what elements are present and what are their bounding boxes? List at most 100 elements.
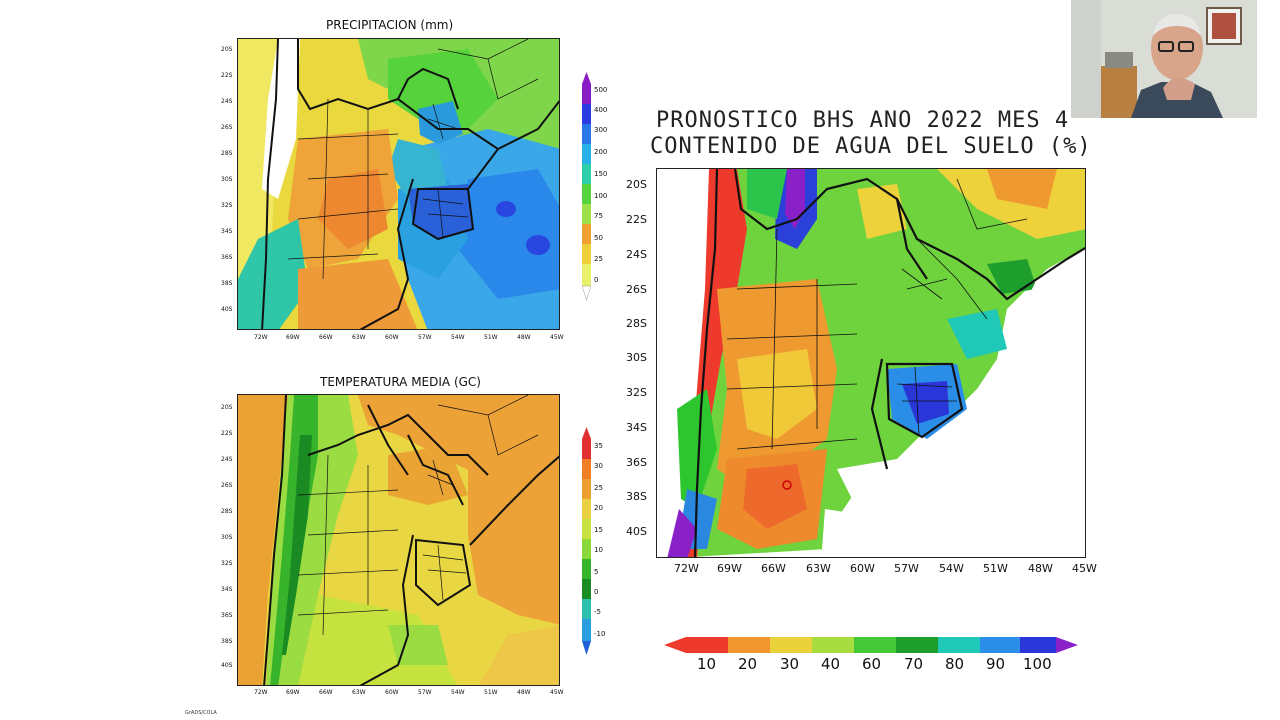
soil-colorbar-label: 20	[738, 655, 758, 673]
soil-lat-tick: 30S	[626, 351, 647, 364]
soil-colorbar-label: 100	[1023, 655, 1052, 673]
temp-lon-tick: 54W	[451, 689, 465, 696]
precip-colorbar	[581, 72, 592, 304]
temp-colorbar-label: -5	[594, 608, 601, 616]
soil-lon-tick: 57W	[894, 562, 919, 575]
temp-colorbar	[582, 427, 591, 659]
soil-lat-tick: 38S	[626, 490, 647, 503]
precip-colorbar-label: 500	[594, 86, 608, 94]
soil-colorbar-label: 80	[945, 655, 965, 673]
precip-lat-tick: 32S	[221, 202, 233, 209]
soil-lon-tick: 54W	[939, 562, 964, 575]
precip-lat-tick: 24S	[221, 98, 233, 105]
temp-colorbar-label: 20	[594, 504, 603, 512]
precip-colorbar-label: 200	[594, 148, 608, 156]
location-marker-icon	[782, 480, 792, 490]
precip-lon-tick: 48W	[517, 334, 531, 341]
precip-colorbar-label: 50	[594, 234, 603, 242]
temp-lat-tick: 32S	[221, 560, 233, 567]
temp-lat-tick: 40S	[221, 662, 233, 669]
temp-lat-tick: 22S	[221, 430, 233, 437]
temp-colorbar-label: 10	[594, 546, 603, 554]
precip-colorbar-graphic	[581, 72, 592, 301]
soil-lat-tick: 32S	[626, 386, 647, 399]
precip-lon-tick: 57W	[418, 334, 432, 341]
precip-lon-tick: 54W	[451, 334, 465, 341]
soil-lon-tick: 69W	[717, 562, 742, 575]
temp-lon-tick: 72W	[254, 689, 268, 696]
soil-lon-tick: 63W	[806, 562, 831, 575]
temp-lon-tick: 57W	[418, 689, 432, 696]
temp-map-fill	[238, 395, 559, 685]
soil-lat-tick: 26S	[626, 283, 647, 296]
temp-lon-tick: 45W	[550, 689, 564, 696]
precip-lat-tick: 22S	[221, 72, 233, 79]
precip-colorbar-label: 100	[594, 192, 608, 200]
temp-lon-tick: 66W	[319, 689, 333, 696]
soil-colorbar-label: 10	[697, 655, 717, 673]
precip-lat-tick: 30S	[221, 176, 233, 183]
temp-colorbar-graphic	[582, 427, 591, 655]
soil-lat-tick: 40S	[626, 525, 647, 538]
precip-title: PRECIPITACION (mm)	[326, 18, 454, 32]
soil-title-line1: PRONOSTICO BHS ANO 2022 MES 4	[656, 108, 1070, 133]
soil-map	[656, 168, 1086, 558]
soil-lat-tick: 28S	[626, 317, 647, 330]
soil-lon-tick: 60W	[850, 562, 875, 575]
soil-title-line2: CONTENIDO DE AGUA DEL SUELO (%)	[650, 134, 1092, 159]
temp-lat-tick: 20S	[221, 404, 233, 411]
precip-lon-tick: 63W	[352, 334, 366, 341]
precip-lat-tick: 26S	[221, 124, 233, 131]
temp-lon-tick: 63W	[352, 689, 366, 696]
soil-colorbar-label: 70	[904, 655, 924, 673]
soil-lat-tick: 34S	[626, 421, 647, 434]
temp-lon-tick: 69W	[286, 689, 300, 696]
soil-colorbar	[664, 637, 1078, 657]
temp-colorbar-label: 25	[594, 484, 603, 492]
grads-footer-note: GrADS/COLA	[185, 710, 217, 716]
precip-colorbar-label: 75	[594, 212, 603, 220]
precip-lat-tick: 28S	[221, 150, 233, 157]
precip-map	[237, 38, 560, 330]
precip-colorbar-label: 300	[594, 126, 608, 134]
soil-lon-tick: 72W	[674, 562, 699, 575]
precip-colorbar-label: 400	[594, 106, 608, 114]
precip-lat-tick: 34S	[221, 228, 233, 235]
soil-lon-tick: 51W	[983, 562, 1008, 575]
presenter-webcam[interactable]	[1071, 0, 1257, 118]
precip-lon-tick: 69W	[286, 334, 300, 341]
precip-lat-tick: 38S	[221, 280, 233, 287]
temp-lon-tick: 60W	[385, 689, 399, 696]
precip-lat-tick: 20S	[221, 46, 233, 53]
soil-lat-tick: 20S	[626, 178, 647, 191]
temp-colorbar-label: 0	[594, 588, 599, 596]
temp-lon-tick: 51W	[484, 689, 498, 696]
temp-colorbar-label: 15	[594, 526, 603, 534]
precip-lat-tick: 40S	[221, 306, 233, 313]
temp-lat-tick: 34S	[221, 586, 233, 593]
temp-lat-tick: 24S	[221, 456, 233, 463]
precip-lon-tick: 51W	[484, 334, 498, 341]
temp-lat-tick: 28S	[221, 508, 233, 515]
temp-lat-tick: 36S	[221, 612, 233, 619]
soil-colorbar-label: 30	[780, 655, 800, 673]
precip-lon-tick: 72W	[254, 334, 268, 341]
soil-colorbar-label: 90	[986, 655, 1006, 673]
soil-lon-tick: 45W	[1072, 562, 1097, 575]
soil-colorbar-label: 40	[821, 655, 841, 673]
precip-map-fill	[238, 39, 559, 329]
precip-lon-tick: 45W	[550, 334, 564, 341]
temp-colorbar-label: -10	[594, 630, 606, 638]
temp-lat-tick: 30S	[221, 534, 233, 541]
soil-lat-tick: 24S	[626, 248, 647, 261]
precip-lon-tick: 66W	[319, 334, 333, 341]
precip-colorbar-label: 25	[594, 255, 603, 263]
temp-colorbar-label: 30	[594, 462, 603, 470]
soil-lon-tick: 66W	[761, 562, 786, 575]
soil-lon-tick: 48W	[1028, 562, 1053, 575]
precip-lon-tick: 60W	[385, 334, 399, 341]
precip-colorbar-label: 150	[594, 170, 608, 178]
temp-lat-tick: 38S	[221, 638, 233, 645]
soil-map-fill	[657, 169, 1085, 557]
temp-colorbar-label: 5	[594, 568, 599, 576]
